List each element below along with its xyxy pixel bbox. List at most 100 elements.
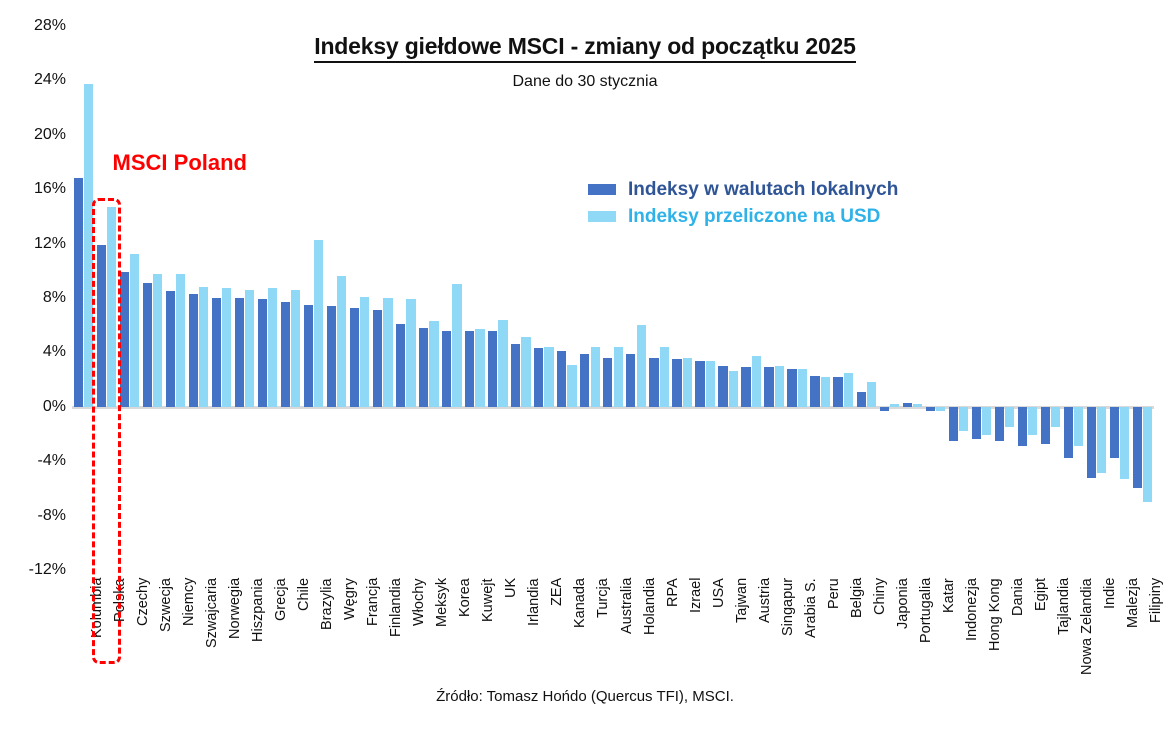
bar-local (764, 367, 774, 407)
bar-usd (291, 289, 301, 407)
bar-local (511, 344, 521, 407)
bar-usd (843, 372, 853, 407)
bar-local (1132, 406, 1142, 489)
plot-area (72, 26, 1154, 570)
bar-local (557, 351, 567, 407)
x-axis-label: Peru (825, 578, 842, 609)
bar-local (902, 402, 912, 407)
x-axis-label: Japonia (894, 578, 911, 629)
y-axis-tick: -4% (37, 452, 66, 470)
x-axis-label: Grecja (273, 578, 290, 621)
bar-local (142, 283, 153, 407)
x-axis-label: Nowa Zelandia (1078, 578, 1095, 675)
x-axis-label: Katar (940, 578, 957, 613)
x-axis-label: Niemcy (181, 577, 198, 626)
bar-usd (889, 404, 899, 407)
y-axis-tick: -8% (37, 506, 66, 524)
bar-local (442, 330, 452, 407)
bar-usd (935, 406, 946, 411)
x-axis-label: Szwecja (158, 578, 175, 632)
x-axis-label: Malezja (1124, 578, 1141, 628)
bar-usd (222, 288, 232, 407)
bar-usd (153, 273, 163, 407)
bar-usd (912, 404, 922, 407)
bar-usd (981, 406, 992, 436)
x-axis-label: Tajlandia (1055, 577, 1072, 635)
bar-usd (245, 289, 255, 407)
legend-label-usd: Indeksy przeliczone na USD (628, 205, 881, 227)
bar-local (603, 357, 613, 407)
x-axis-label: Norwegia (227, 577, 244, 639)
poland-highlight-label: MSCI Poland (112, 150, 247, 175)
bar-usd (636, 325, 646, 407)
bar-local (234, 298, 245, 407)
bar-local (396, 323, 406, 407)
x-axis-label: Polska (112, 578, 129, 622)
bar-usd (452, 284, 462, 407)
x-axis-label: Egipt (1032, 577, 1049, 611)
bar-local (787, 368, 797, 407)
bar-local (1063, 406, 1073, 459)
x-axis-label: Portugalia (917, 577, 934, 643)
x-axis-label: Szwajcaria (204, 577, 221, 648)
bar-usd (613, 346, 623, 407)
bar-local (373, 310, 383, 407)
bar-local (350, 307, 360, 407)
x-axis-label: Filipiny (1147, 577, 1164, 623)
bar-local (971, 406, 981, 440)
bar-usd (1143, 406, 1153, 502)
bar-local (188, 293, 199, 407)
bar-usd (1050, 406, 1061, 428)
y-axis-tick: 20% (33, 125, 66, 143)
bar-usd (406, 299, 416, 407)
x-axis-label: Dania (1009, 578, 1026, 616)
x-axis-label: Czechy (135, 577, 152, 626)
x-axis-label: Singapur (779, 577, 796, 636)
y-axis-tick: 28% (33, 17, 66, 34)
bar-local (1109, 406, 1119, 459)
bar-local (465, 330, 475, 407)
bar-local (119, 272, 130, 407)
bar-usd (797, 368, 807, 407)
bar-local (810, 375, 820, 407)
bar-local (73, 178, 83, 407)
bar-local (879, 406, 889, 411)
x-axis-label: Finlandia (388, 578, 405, 637)
bar-usd (475, 329, 485, 407)
y-axis-tick: 8% (42, 289, 66, 306)
x-axis-label: Kuwejt (480, 578, 497, 622)
x-axis-label: Tajwan (733, 577, 750, 623)
legend-swatch-usd (588, 211, 616, 222)
bar-usd (130, 254, 140, 407)
x-axis-label: Izrael (687, 577, 704, 613)
bar-usd (866, 382, 876, 407)
bar-usd (383, 298, 393, 407)
bar-usd (820, 376, 830, 407)
bar-usd (567, 364, 577, 407)
bar-local (718, 366, 728, 407)
y-axis-tick: 4% (42, 343, 66, 361)
bar-usd (429, 321, 439, 407)
y-axis-tick: 16% (33, 180, 66, 198)
x-axis-label: Francja (365, 577, 382, 626)
x-axis-label: USA (710, 578, 727, 608)
chart-legend: Indeksy w walutach lokalnych Indeksy prz… (588, 176, 898, 230)
y-axis-tick: 0% (42, 397, 66, 415)
bar-local (488, 330, 498, 407)
bar-local (280, 302, 291, 407)
bar-usd (705, 360, 715, 407)
chart-title: Indeksy giełdowe MSCI - zmiany od począt… (0, 33, 1170, 63)
x-axis-label: UK (503, 577, 520, 598)
x-axis-label: Holandia (641, 577, 658, 635)
bar-usd (199, 287, 209, 407)
bar-local (741, 367, 751, 407)
x-axis-label: Irlandia (526, 578, 543, 626)
bar-local (695, 360, 705, 407)
bar-local (649, 357, 659, 407)
x-axis-label: Brazylia (319, 578, 336, 630)
bar-usd (659, 346, 669, 407)
x-axis-label: Austria (756, 577, 773, 623)
x-axis-label: Indonezja (963, 578, 980, 641)
bar-usd (268, 288, 278, 407)
